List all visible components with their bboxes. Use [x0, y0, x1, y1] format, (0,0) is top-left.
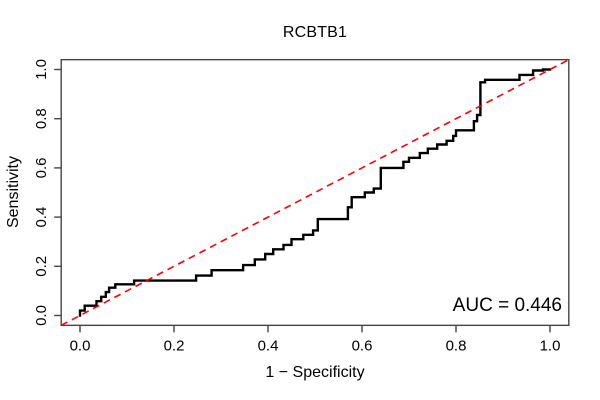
x-tick-label: 0.0: [70, 337, 91, 354]
y-tick-label: 0.2: [33, 256, 50, 277]
x-tick-label: 0.2: [164, 337, 185, 354]
y-tick-label: 1.0: [33, 59, 50, 80]
y-tick-label: 0.4: [33, 207, 50, 228]
y-tick-label: 0.0: [33, 305, 50, 326]
x-tick-label: 0.8: [446, 337, 467, 354]
x-tick-label: 0.6: [352, 337, 373, 354]
plot-box: [60, 58, 570, 327]
chance-line: [60, 58, 570, 327]
roc-curve: [78, 68, 552, 317]
x-tick-label: 1.0: [540, 337, 561, 354]
x-axis-label: 1 − Specificity: [265, 364, 365, 381]
y-tick-label: 0.8: [33, 108, 50, 129]
plot-title: RCBTB1: [282, 24, 348, 41]
x-tick-label: 0.4: [258, 337, 279, 354]
y-tick-label: 0.6: [33, 157, 50, 178]
auc-annotation: AUC = 0.446: [452, 295, 562, 316]
